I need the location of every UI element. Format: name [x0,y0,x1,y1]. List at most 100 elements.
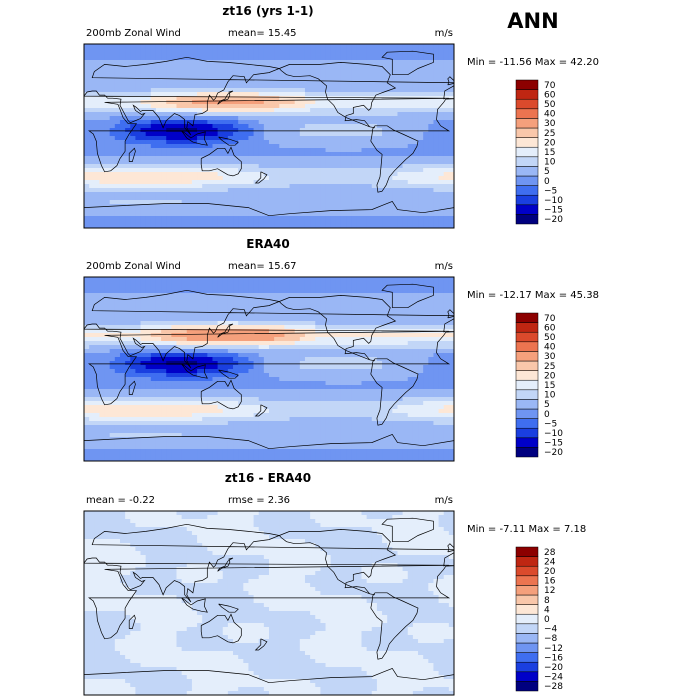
map-cell [387,180,393,185]
map-cell [119,345,126,350]
map-cell [130,152,136,157]
map-cell [387,140,393,145]
map-cell [366,180,373,185]
map-cell [279,128,286,133]
map-cell [238,104,244,109]
map-cell [392,297,399,302]
map-cell [197,112,203,117]
map-cell [310,76,316,81]
map-cell [304,329,311,334]
map-cell [376,305,383,310]
map-cell [181,140,188,145]
map-cell [114,180,121,185]
map-cell [438,148,445,153]
map-cell [428,305,435,310]
map-cell [366,309,373,314]
map-cell [202,309,208,314]
map-cell [161,220,167,225]
map-cell [423,168,429,173]
map-cell [238,357,244,362]
map-cell [104,164,111,169]
map-cell [382,60,388,65]
map-cell [371,88,378,93]
map-cell [145,124,152,129]
map-cell [89,164,95,169]
map-cell [315,168,321,173]
map-cell [150,168,157,173]
map-cell [181,345,188,350]
map-cell [238,168,244,173]
map-cell [155,156,162,161]
map-cell [258,116,265,121]
map-cell [438,220,445,225]
map-cell [150,56,157,61]
map-cell [279,172,286,177]
map-cell [299,176,306,181]
map-cell [376,172,383,177]
map-cell [340,297,347,302]
map-cell [191,128,198,133]
map-cell [376,156,383,161]
map-cell [84,337,90,342]
map-cell [428,112,435,117]
map-cell [428,136,435,141]
map-cell [84,164,90,169]
map-cell [104,68,111,73]
map-cell [418,345,424,350]
map-cell [269,357,275,362]
map-cell [382,224,388,228]
map-cell [438,345,445,350]
map-cell [315,148,321,153]
map-cell [320,321,327,326]
map-cell [140,208,147,213]
map-cell [258,68,265,73]
map-cell [207,277,214,282]
map-cell [320,297,327,302]
map-cell [150,92,157,97]
map-cell [263,120,270,125]
map-cell [340,289,347,294]
map-cell [294,208,301,213]
map-cell [330,361,337,366]
map-cell [407,116,414,121]
map-cell [233,281,239,286]
map-cell [304,164,311,169]
map-cell [150,333,157,338]
coast-africa [88,97,454,173]
map-cell [443,357,450,362]
map-cell [402,297,409,302]
map-cell [320,88,327,93]
map-cell [171,281,178,286]
map-cell [356,285,363,290]
map-cell [166,52,172,57]
map-cell [356,309,363,314]
map-cell [330,164,337,169]
map-cell [99,92,106,97]
map-cell [294,108,301,113]
map-cell [279,112,286,117]
map-cell [304,64,311,69]
map-cell [212,285,219,290]
map-cell [428,297,435,302]
map-cell [397,92,404,97]
map-cell [412,212,419,217]
map-cell [150,317,157,322]
map-cell [227,92,234,97]
map-cell [412,337,419,342]
map-cell [274,180,280,185]
map-cell [119,317,126,322]
map-cell [253,64,260,69]
map-cell [433,341,440,346]
map-cell [423,184,429,189]
map-cell [315,349,321,354]
map-cell [161,120,167,125]
map-cell [207,144,214,149]
map-cell [418,224,424,228]
map-cell [114,281,121,286]
map-cell [263,216,270,221]
map-cell [171,341,178,346]
map-cell [114,44,121,49]
map-cell [299,164,306,169]
map-cell [325,285,332,290]
map-cell [418,184,424,189]
